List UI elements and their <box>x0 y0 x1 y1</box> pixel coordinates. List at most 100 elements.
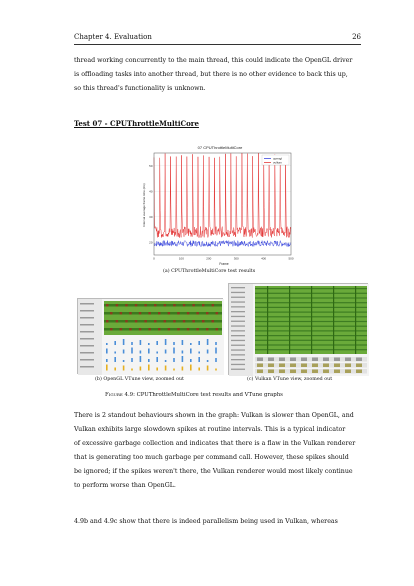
vtune-frame-boundary <box>267 286 269 354</box>
vtune-thread-label <box>80 359 94 361</box>
x-tick-label: 300 <box>234 257 239 261</box>
header-rule <box>74 44 361 45</box>
vtune-activity-bar <box>139 366 142 371</box>
vtune-activity-bar <box>190 359 192 362</box>
vtune-activity-bar <box>345 369 351 373</box>
vtune-activity-bar <box>279 357 285 361</box>
x-tick-label: 100 <box>179 257 184 261</box>
text-line: There is 2 standout behaviours shown in … <box>74 412 354 419</box>
vtune-activity-bar <box>106 343 108 345</box>
vtune-activity-bar <box>215 358 217 362</box>
vtune-activity-bar <box>190 348 192 354</box>
vtune-activity-bar <box>279 369 285 373</box>
vtune-activity-bar <box>206 339 209 345</box>
vtune-thread-track <box>104 304 222 307</box>
vtune-thread-label <box>80 310 94 312</box>
vtune-activity-bar <box>114 357 116 362</box>
y-axis-label: Interval average frame time (ms) <box>142 183 146 226</box>
text-line: is offloading tasks into another thread,… <box>74 71 348 78</box>
vtune-thread-label <box>231 325 245 327</box>
vtune-marker <box>173 320 176 323</box>
series-line-vulkan <box>153 153 292 238</box>
vtune-activity-bar <box>164 360 167 362</box>
vtune-activity-bar <box>148 343 150 345</box>
vtune-activity-bar <box>139 350 142 354</box>
subfigure-c-caption: (c) Vulkan VTune view, zoomed out <box>247 377 333 382</box>
text-line: thread working concurrently to the main … <box>74 57 353 64</box>
vtune-frame-boundary <box>311 286 313 354</box>
vtune-marker <box>163 304 167 307</box>
vtune-marker <box>144 320 147 323</box>
vtune-marker <box>148 312 151 315</box>
legend-label: vulkan <box>273 161 282 165</box>
vtune-activity-bar <box>198 357 200 362</box>
vtune-activity-bar <box>122 339 125 345</box>
vtune-thread-label <box>80 338 94 340</box>
vtune-frame-boundary <box>333 286 335 354</box>
vtune-activity-bar <box>198 341 200 345</box>
vtune-activity-bar <box>334 357 340 361</box>
vtune-marker <box>186 328 190 331</box>
vtune-marker <box>115 304 119 307</box>
vtune-thread-label <box>231 311 245 313</box>
vtune-activity-bar <box>131 342 133 345</box>
y-tick-label: 20 <box>149 240 153 244</box>
vtune-activity-bar <box>215 368 217 371</box>
vtune-thread-label <box>231 320 245 322</box>
vtune-activity-bar <box>139 356 142 362</box>
vtune-activity-bar <box>131 358 133 362</box>
vtune-thread-label <box>80 352 94 354</box>
vtune-thread-label <box>231 344 245 346</box>
vtune-marker <box>129 312 132 315</box>
vtune-thread-label <box>231 349 245 351</box>
vtune-marker <box>154 304 157 307</box>
vtune-frame-boundary <box>289 286 291 354</box>
vtune-activity-bar <box>181 340 184 345</box>
vtune-activity-bar <box>323 363 329 367</box>
vtune-marker <box>211 304 215 307</box>
vtune-activity-bar <box>257 369 263 373</box>
vtune-marker <box>206 312 209 315</box>
vtune-activity-bar <box>301 357 307 361</box>
vtune-lower-track <box>255 357 367 362</box>
vtune-activity-bar <box>173 347 175 354</box>
text-line: of excessive garbage collection and indi… <box>74 440 356 447</box>
vtune-thread-track <box>104 320 222 323</box>
vtune-marker <box>202 304 205 307</box>
vtune-thread-label <box>231 354 245 356</box>
y-tick-label: 50 <box>149 164 153 168</box>
vtune-activity-bar <box>257 357 263 361</box>
x-axis-label: Frame <box>219 262 228 266</box>
vtune-activity-bar <box>312 369 318 373</box>
vtune-marker <box>106 304 109 307</box>
vtune-activity-bar <box>114 367 116 371</box>
vtune-activity-bar <box>312 357 318 361</box>
vtune-marker <box>138 312 142 315</box>
text-line: 4.9b and 4.9c show that there is indeed … <box>74 518 338 525</box>
vtune-activity-bar <box>156 351 158 354</box>
opengl-vtune-graph <box>78 299 224 375</box>
text-line: that is generating too much garbage per … <box>74 454 349 461</box>
opengl-vtune-screenshot <box>77 298 224 375</box>
vtune-activity-bar <box>290 369 296 373</box>
section-title: Test 07 - CPUThrottleMultiCore <box>74 119 199 128</box>
vtune-marker <box>215 312 219 315</box>
vtune-marker <box>134 320 138 323</box>
vtune-activity-bar <box>356 369 362 373</box>
x-tick-label: 0 <box>153 257 155 261</box>
vtune-marker <box>215 328 219 331</box>
vtune-activity-bar <box>181 366 184 371</box>
vtune-activity-bar <box>206 349 209 354</box>
vtune-marker <box>167 312 171 315</box>
legend-box <box>261 154 290 166</box>
vtune-activity-bar <box>323 357 329 361</box>
vtune-activity-bar <box>356 363 362 367</box>
vtune-thread-label <box>231 339 245 342</box>
vtune-thread-label <box>80 345 94 347</box>
vtune-activity-bar <box>106 348 108 354</box>
vtune-thread-track <box>104 328 222 331</box>
vtune-activity-bar <box>268 369 274 373</box>
vtune-activity-bar <box>173 368 175 371</box>
vtune-marker <box>192 320 195 323</box>
vtune-activity-bar <box>345 363 351 367</box>
